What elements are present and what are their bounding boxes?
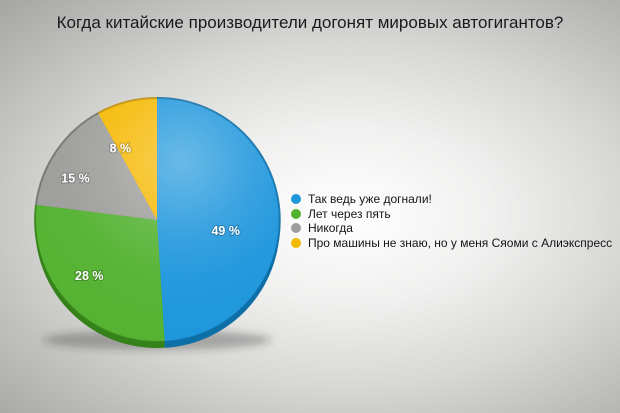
legend-swatch-icon (291, 194, 301, 205)
pie-slice-value-label: 28 % (75, 269, 104, 283)
pie-slice-value-label: 8 % (110, 141, 132, 155)
legend-item: Так ведь уже догнали! (291, 192, 612, 207)
chart-title: Когда китайские производители догонят ми… (56, 13, 564, 32)
pie-gloss-overlay (35, 98, 279, 342)
legend-item: Про машины не знаю, но у меня Сяоми с Ал… (291, 236, 612, 251)
legend-swatch-icon (291, 223, 301, 234)
legend-swatch-icon (291, 237, 301, 248)
legend-label: Лет через пять (308, 206, 391, 221)
legend-label: Никогда (308, 221, 353, 236)
legend-label: Так ведь уже догнали! (308, 192, 432, 207)
pie-chart: 49 % 28 % 15 % 8 % (20, 82, 300, 378)
legend-swatch-icon (291, 208, 301, 219)
pie-slice-value-label: 49 % (211, 224, 240, 238)
pie-slice-rim (156, 96, 281, 343)
legend-item: Лет через пять (291, 207, 612, 222)
legend: Так ведь уже догнали! Лет через пять Ник… (291, 192, 612, 250)
legend-item: Никогда (291, 221, 612, 236)
pie-slice-value-label: 15 % (61, 172, 90, 186)
legend-label: Про машины не знаю, но у меня Сяоми с Ал… (308, 235, 613, 250)
pie-chart-svg: 49 % 28 % 15 % 8 % (34, 96, 281, 350)
